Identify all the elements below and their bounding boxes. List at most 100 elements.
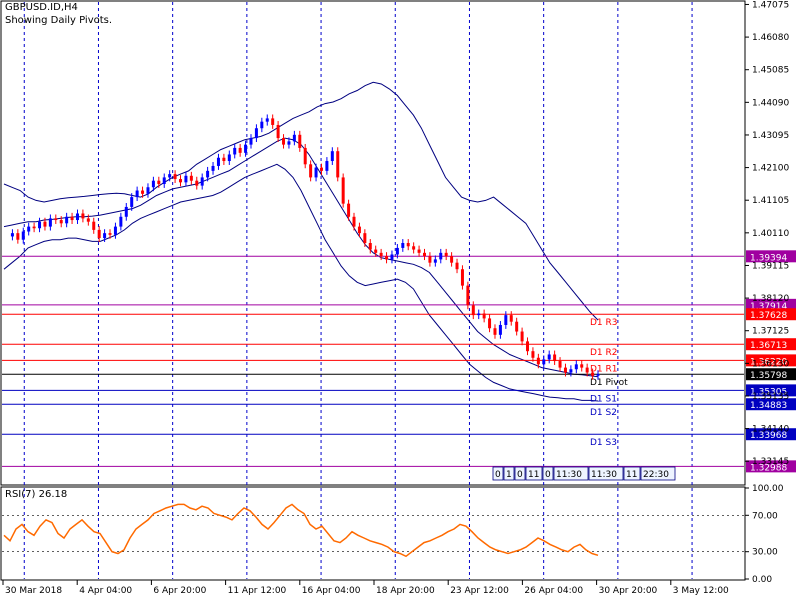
candle-up (27, 226, 31, 232)
candle-up (200, 177, 204, 186)
pivot-label: D1 S2 (590, 408, 617, 418)
x-tick-label: 11 Apr 12:00 (228, 586, 287, 596)
candle-up (401, 243, 405, 248)
candle-down (509, 315, 513, 322)
pivot-lines: D1 R3 D1 R2 D1 R1 D1 Pivot D1 S1 D1 S2 D1 S3 (2, 255, 744, 467)
candle-up (10, 233, 14, 237)
candle-down (43, 221, 47, 227)
candle-down (54, 218, 58, 221)
candle-down (385, 256, 389, 260)
grid-layer (2, 2, 744, 579)
price-tag-bg (746, 354, 796, 367)
y-tick-label: 1.33145 (752, 457, 789, 467)
candle-down (558, 361, 562, 368)
timebox-cell (492, 466, 504, 481)
candle-down (179, 179, 183, 183)
timebox-cell (623, 466, 641, 481)
timebox-label: 1 (506, 470, 512, 480)
candle-down (309, 164, 313, 178)
candle-down (32, 226, 36, 229)
y-tick-label: 1.36130 (752, 359, 789, 369)
x-tick-label: 16 Apr 04:00 (302, 586, 361, 596)
rsi-label: RSI(7) 26.18 (5, 489, 68, 500)
candle-down (422, 252, 426, 257)
price-tag-label: 1.37628 (750, 311, 787, 321)
timebox-label: 11 (528, 470, 539, 480)
x-tick-label: 3 May 12:00 (673, 586, 729, 596)
price-tag-label: 1.35798 (750, 371, 787, 381)
candle-down (406, 243, 410, 247)
candle-up (130, 197, 134, 207)
price-tag-bg (746, 338, 796, 351)
candle-down (520, 331, 524, 342)
candle-up (292, 134, 296, 142)
candle-down (488, 318, 492, 329)
candle-up (504, 315, 508, 325)
chart-subtitle: Showing Daily Pivots. (5, 15, 113, 26)
candle-down (585, 367, 589, 373)
rsi-y-tick-label: 70.00 (752, 511, 778, 521)
main-plot-frame (0, 0, 746, 486)
timebox-cell (514, 466, 526, 481)
pivot-label: D1 R3 (590, 318, 618, 328)
candle-down (271, 118, 275, 125)
candle-down (173, 174, 177, 180)
timebox-label: 0 (495, 470, 501, 480)
y-tick-label: 1.41105 (752, 196, 789, 206)
x-tick-label: 23 Apr 12:00 (450, 586, 509, 596)
x-tick-label: 18 Apr 20:00 (376, 586, 435, 596)
candle-down (189, 175, 193, 181)
candle-down (70, 216, 74, 221)
candle-up (287, 141, 291, 145)
band-lower (3, 163, 599, 402)
timebox-cell (525, 466, 543, 481)
y-tick-label: 1.35135 (752, 392, 789, 402)
rsi-y-tick-label: 100.00 (752, 484, 784, 494)
candle-down (357, 226, 361, 234)
x-tick-label: 30 Mar 2018 (5, 586, 62, 596)
y-tick-label: 1.37125 (752, 327, 789, 337)
candle-up (184, 175, 188, 183)
candle-up (596, 374, 600, 376)
y-tick-label: 1.38120 (752, 294, 789, 304)
rsi-y-tick-label: 0.00 (752, 575, 772, 585)
candle-up (135, 190, 139, 198)
candle-down (141, 190, 145, 194)
candle-down (336, 151, 340, 178)
candle-up (119, 216, 123, 227)
candle-up (146, 187, 150, 194)
y-tick-label: 1.40110 (752, 229, 789, 239)
candle-down (108, 233, 112, 235)
y-tick-label: 1.34140 (752, 425, 789, 435)
candle-down (374, 249, 378, 253)
timebox-cell (588, 466, 624, 481)
candle-up (113, 226, 117, 235)
rsi-line (3, 503, 599, 558)
candle-down (319, 167, 323, 171)
y-tick-label: 1.42100 (752, 164, 789, 174)
candle-down (466, 285, 470, 306)
y-tick-label: 1.45085 (752, 66, 789, 76)
candle-up (498, 324, 502, 335)
candle-down (303, 147, 307, 165)
session-timebox: 0 1 0 11 0 11:30 11:30 11 22:30 (492, 466, 676, 481)
candle-up (227, 154, 231, 162)
candle-up (330, 151, 334, 162)
timebox-label: 22:30 (643, 470, 669, 480)
candle-down (493, 328, 497, 335)
candle-down (97, 229, 101, 239)
candle-up (48, 218, 52, 227)
candle-down (368, 243, 372, 250)
pivot-label: D1 Pivot (590, 378, 628, 388)
candle-down (428, 256, 432, 263)
pivot-label: D1 R1 (590, 364, 618, 374)
candle-up (249, 138, 253, 145)
price-tag-bg (746, 308, 796, 321)
candle-down (81, 213, 85, 219)
candle-up (211, 165, 215, 171)
candle-up (395, 247, 399, 255)
candle-down (92, 221, 96, 230)
candle-down (563, 367, 567, 373)
price-tag-label: 1.39394 (750, 253, 787, 263)
pivot-label: D1 R2 (590, 348, 618, 358)
